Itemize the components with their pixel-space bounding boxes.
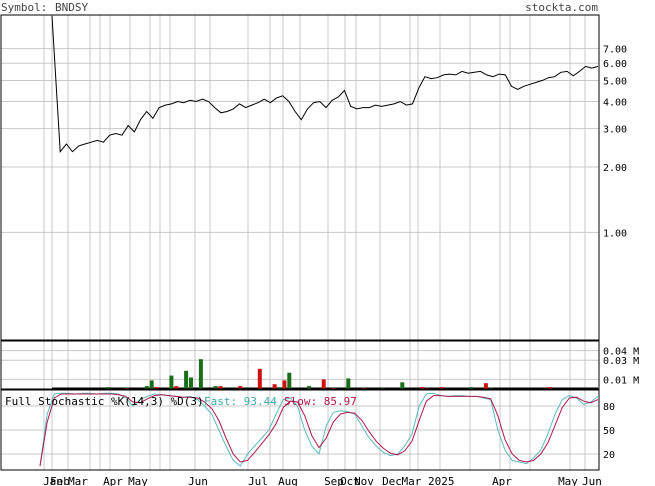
stochastic-slow-label: Slow: 85.97 xyxy=(284,395,357,408)
volume-bar xyxy=(277,387,282,389)
volume-bar xyxy=(105,387,110,389)
x-tick-label: May xyxy=(128,475,148,486)
volume-bar xyxy=(149,380,154,389)
volume-bar xyxy=(282,380,287,389)
x-tick-label: Jun xyxy=(582,475,602,486)
stochastic-fast-line xyxy=(39,392,599,467)
x-tick-label: Feb xyxy=(50,475,70,486)
symbol-label: Symbol: xyxy=(1,1,47,14)
stochastic-tick-label: 50 xyxy=(603,426,615,437)
x-tick-label: Apr xyxy=(103,475,123,486)
x-tick-label: Jan xyxy=(43,475,63,486)
volume-bar xyxy=(439,387,444,389)
volume-tick-label: 0.01 M xyxy=(603,375,639,386)
x-tick-label: Mar xyxy=(68,475,88,486)
stochastic-tick-label: 80 xyxy=(603,402,615,413)
volume-bar xyxy=(174,386,179,389)
x-tick-label: Oct xyxy=(340,475,360,486)
stochastic-frame xyxy=(0,389,600,471)
x-tick-label: Dec xyxy=(382,475,402,486)
volume-bar xyxy=(218,386,223,389)
x-tick-label: Nov xyxy=(354,475,374,486)
volume-panel: 0.04 M0.03 M 0.01 M xyxy=(0,340,639,390)
volume-bar xyxy=(547,387,552,389)
price-tick-label: 3.00 xyxy=(603,125,627,136)
stochastic-fast-label: Fast: 93.44 xyxy=(204,395,277,408)
x-tick-label: Jun xyxy=(188,475,208,486)
price-panel: 7.00 6.00 5.00 4.00 3.00 2.00 1.00 xyxy=(0,14,627,341)
price-tick-label: 6.00 xyxy=(603,59,627,70)
price-tick-label: 2.00 xyxy=(603,163,627,174)
volume-bar xyxy=(189,377,193,389)
price-tick-label: 5.00 xyxy=(603,76,627,87)
volume-bar xyxy=(184,370,189,389)
volume-bar xyxy=(257,368,262,389)
price-tick-label: 1.00 xyxy=(603,228,627,239)
volume-bar xyxy=(287,372,292,389)
x-tick-label: Apr xyxy=(492,475,512,486)
volume-tick-label: 0.03 M xyxy=(603,356,639,367)
volume-bar xyxy=(346,378,351,389)
stochastic-panel: 80 50 20 xyxy=(0,389,615,471)
volume-bar xyxy=(213,386,218,389)
volume-bar xyxy=(400,382,405,389)
volume-frame xyxy=(0,340,600,390)
volume-bar xyxy=(307,386,311,389)
x-tick-label: Jul xyxy=(248,475,268,486)
volume-bar xyxy=(483,383,488,389)
stochastic-slow-line xyxy=(39,393,599,467)
x-tick-label: May xyxy=(558,475,578,486)
price-frame xyxy=(0,14,600,341)
x-tick-label: Aug xyxy=(278,475,298,486)
price-tick-label: 7.00 xyxy=(603,45,627,56)
x-tick-label: Sep xyxy=(324,475,344,486)
site-name[interactable]: stockta.com xyxy=(525,1,598,14)
volume-bar xyxy=(272,384,277,389)
volume-bar xyxy=(321,379,326,389)
price-line xyxy=(51,15,599,154)
volume-bar xyxy=(420,387,424,389)
price-tick-label: 4.00 xyxy=(603,98,627,109)
stochastic-tick-label: 20 xyxy=(603,450,615,461)
volume-tick-label: 0.04 M xyxy=(603,347,639,358)
volume-bar xyxy=(238,386,243,389)
symbol-value: BNDSY xyxy=(55,1,88,14)
x-tick-label: Mar 2025 xyxy=(402,475,455,486)
stochastic-title: Full Stochastic %K(14,3) %D(3) xyxy=(5,395,204,408)
volume-bar xyxy=(469,387,474,389)
volume-bar xyxy=(198,359,203,389)
volume-bar xyxy=(144,386,149,389)
volume-bar xyxy=(154,387,159,389)
volume-bar xyxy=(169,375,174,389)
